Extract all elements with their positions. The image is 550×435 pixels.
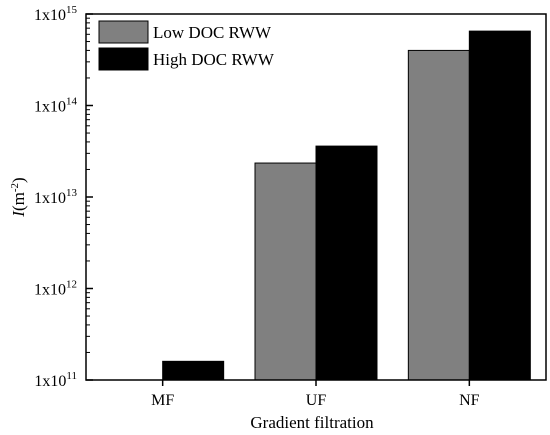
y-tick-label: 1x1011 [34,370,77,390]
y-tick-label: 1x1013 [34,187,78,207]
bars [162,30,531,381]
bar-nf-low-doc-rww [407,49,470,381]
y-axis-ticks: 1x1011 1x1012 1x1013 1x1014 1x1015 [34,4,93,390]
x-tick-label: UF [306,392,327,409]
legend-label: Low DOC RWW [153,23,272,42]
x-tick-label: NF [459,392,480,409]
legend-swatch [98,20,149,44]
bar-mf-high-doc-rww [162,360,225,381]
y-tick-label: 1x1015 [34,4,78,24]
x-axis-ticks: MF UF NF [151,380,480,409]
y-tick-label: 1x1012 [34,279,77,299]
legend: Low DOC RWW High DOC RWW [98,20,275,71]
x-tick-label: MF [151,392,174,409]
bar-uf-high-doc-rww [315,145,378,381]
bar-uf-low-doc-rww [254,162,317,381]
x-axis-title: Gradient filtration [250,413,374,432]
legend-label: High DOC RWW [153,50,275,69]
y-tick-label: 1x1014 [34,96,78,116]
bar-nf-high-doc-rww [468,30,531,381]
y-axis-title: I(m-2) [9,177,28,217]
legend-swatch [98,47,149,71]
